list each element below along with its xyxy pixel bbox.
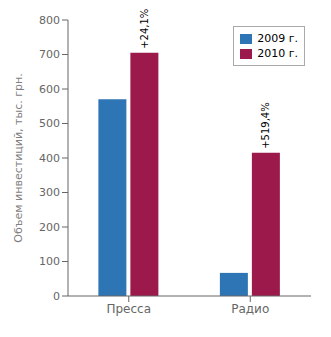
svg-text:Радио: Радио — [231, 302, 269, 316]
svg-text:300: 300 — [39, 186, 60, 199]
svg-text:100: 100 — [39, 255, 60, 268]
svg-text:200: 200 — [39, 221, 60, 234]
svg-text:+519,4%: +519,4% — [260, 102, 271, 149]
html-text:2010 г.: 2010 г. — [257, 47, 298, 60]
svg-text:+24,1%: +24,1% — [139, 9, 150, 49]
svg-text:500: 500 — [39, 117, 60, 130]
svg-text:700: 700 — [39, 48, 60, 61]
svg-text:800: 800 — [39, 14, 60, 27]
svg-text:400: 400 — [39, 152, 60, 165]
svg-text:Объем инвестиций, тыс. грн.: Объем инвестиций, тыс. грн. — [12, 73, 25, 242]
svg-text:Пресса: Пресса — [106, 302, 151, 316]
svg-text:600: 600 — [39, 83, 60, 96]
html-text:2009 г.: 2009 г. — [257, 32, 298, 45]
svg-text:0: 0 — [53, 290, 60, 303]
